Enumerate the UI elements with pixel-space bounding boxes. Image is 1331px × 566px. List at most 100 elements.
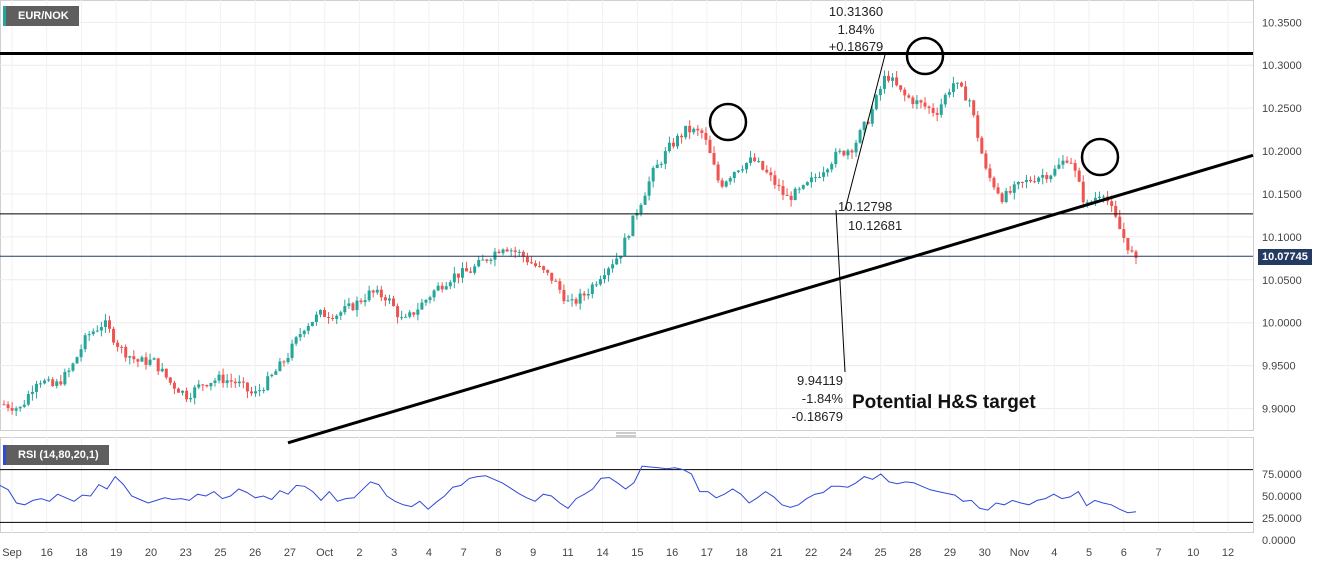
candle-body — [1020, 181, 1024, 183]
candle-body — [676, 135, 680, 147]
candle-body — [485, 259, 489, 261]
candle-body — [744, 162, 748, 170]
candle-body — [477, 259, 481, 267]
candle-body — [132, 356, 136, 360]
candle-body — [805, 182, 809, 186]
candle-body — [424, 299, 428, 303]
candle-body — [359, 300, 363, 303]
candle-body — [55, 381, 59, 386]
candle-body — [960, 82, 964, 87]
candle-body — [708, 139, 712, 154]
measure-label: -0.18679 — [792, 409, 843, 424]
candle-body — [1114, 205, 1118, 217]
candle-body — [420, 302, 424, 310]
candle-body — [1061, 160, 1065, 165]
candle-body — [777, 184, 781, 187]
rsi-tick-label: 0.0000 — [1262, 535, 1296, 547]
measure-label: 9.94119 — [797, 373, 843, 388]
candle-body — [481, 259, 485, 261]
candle-body — [1102, 196, 1106, 198]
candle-body — [1085, 202, 1089, 204]
x-tick-label: 2 — [356, 547, 362, 559]
candle-body — [834, 151, 838, 165]
y-tick-label: 10.0500 — [1262, 275, 1302, 287]
candle-body — [517, 251, 521, 253]
candle-body — [197, 384, 201, 388]
candle-body — [75, 357, 79, 364]
candle-body — [586, 293, 590, 296]
candle-body — [736, 170, 740, 173]
x-tick-label: 22 — [805, 547, 817, 559]
candle-body — [509, 250, 513, 252]
candle-body — [846, 150, 850, 156]
candle-body — [489, 259, 493, 261]
candle-body — [1097, 196, 1101, 198]
grid — [0, 0, 1254, 533]
candle-body — [302, 330, 306, 335]
candle-body — [262, 390, 266, 392]
candle-body — [1045, 174, 1049, 180]
candle-body — [1073, 163, 1077, 171]
candle-body — [923, 102, 927, 107]
candle-body — [781, 186, 785, 195]
x-tick-label: Nov — [1010, 547, 1030, 559]
candle-body — [801, 185, 805, 189]
candle-body — [789, 195, 793, 200]
candle-body — [830, 164, 834, 170]
x-tick-label: 19 — [110, 547, 122, 559]
candle-body — [1122, 229, 1126, 238]
candle-body — [866, 121, 870, 124]
candle-body — [469, 271, 473, 273]
candle-body — [887, 75, 891, 81]
measure-line — [835, 209, 846, 373]
candle-body — [728, 178, 732, 182]
candle-body — [988, 168, 992, 178]
candle-body — [298, 334, 302, 338]
candle-body — [882, 75, 886, 89]
candle-body — [692, 128, 696, 133]
candle-body — [980, 137, 984, 154]
candle-body — [335, 315, 339, 319]
candle-body — [534, 263, 538, 267]
candle-body — [1016, 181, 1020, 185]
candle-body — [696, 128, 700, 131]
candle-body — [822, 172, 826, 177]
x-tick-label: 30 — [979, 547, 991, 559]
y-tick-label: 10.2000 — [1262, 146, 1302, 158]
x-tick-label: 27 — [284, 547, 296, 559]
candle-body — [639, 204, 643, 214]
candle-body — [465, 268, 469, 272]
candle-body — [375, 289, 379, 293]
candle-body — [67, 370, 71, 372]
candle-body — [740, 169, 744, 171]
symbol-tag[interactable]: EUR/NOK — [3, 6, 79, 26]
candle-body — [39, 383, 43, 385]
candle-body — [444, 286, 448, 290]
candle-body — [294, 337, 298, 344]
candle-body — [229, 380, 233, 382]
candle-body — [47, 379, 51, 381]
candle-body — [529, 262, 533, 264]
candle-body — [671, 142, 675, 147]
candle-body — [757, 161, 761, 163]
rsi-tag[interactable]: RSI (14,80,20,1) — [3, 445, 109, 465]
hs-target-label: Potential H&S target — [852, 392, 1036, 413]
candle-body — [493, 251, 497, 260]
candle-body — [611, 264, 615, 269]
rsi-panel: 75.0000 50.0000 25.0000 0.0000 — [0, 465, 1302, 547]
candle-body — [854, 142, 858, 153]
candle-body — [1134, 251, 1138, 258]
y-tick-label: 10.2500 — [1262, 103, 1302, 115]
candle-body — [964, 86, 968, 101]
candle-body — [749, 157, 753, 163]
candle-body — [501, 249, 505, 254]
candle-body — [554, 280, 558, 282]
x-tick-label: 7 — [1155, 547, 1161, 559]
x-tick-label: Oct — [316, 547, 333, 559]
candle-body — [858, 130, 862, 143]
candle-body — [643, 195, 647, 205]
x-tick-label: 10 — [1187, 547, 1199, 559]
measure-label: +0.18679 — [829, 39, 884, 54]
pattern-circle — [1080, 137, 1120, 177]
